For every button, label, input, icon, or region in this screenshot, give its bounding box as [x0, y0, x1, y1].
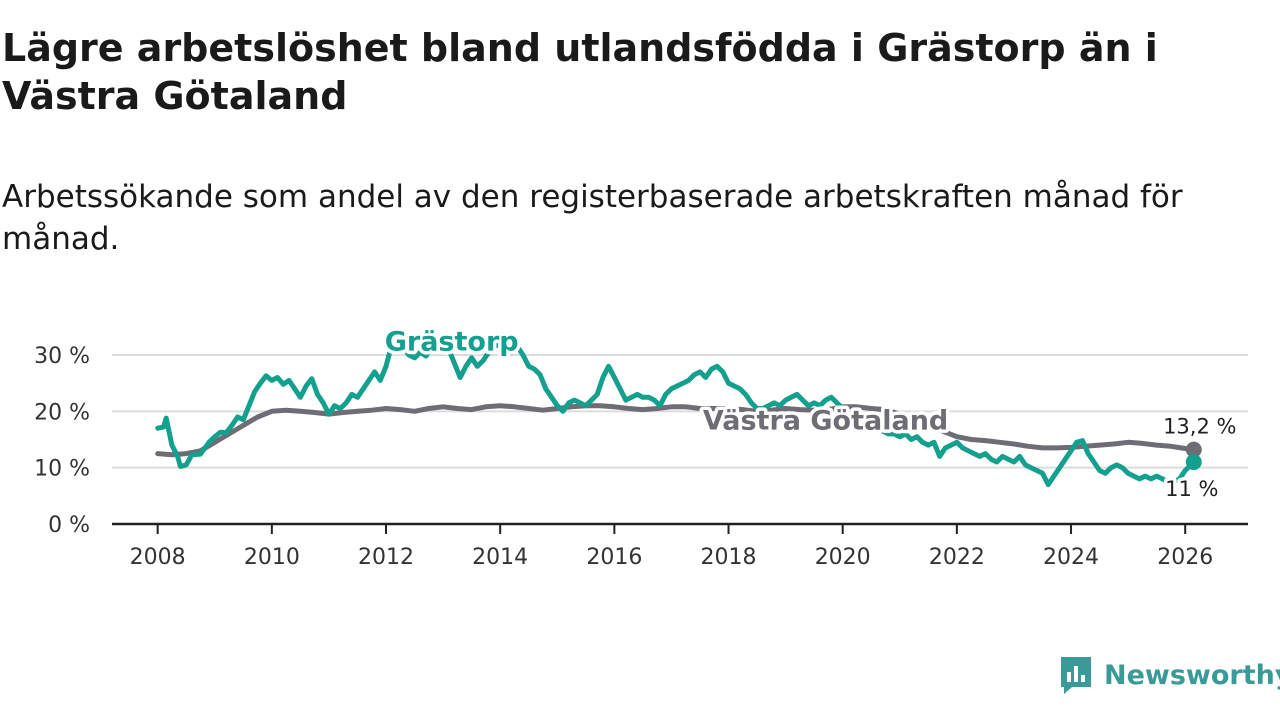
series-label-vastra-gotaland: Västra Götaland: [703, 405, 948, 436]
series-labels: Grästorp Västra Götaland 13,2 % 11 %: [381, 323, 1240, 505]
x-tick-label: 2010: [244, 545, 300, 570]
x-tick-label: 2024: [1043, 545, 1099, 570]
brand-name: Newsworthy: [1104, 659, 1280, 691]
x-tick-label: 2026: [1157, 545, 1213, 570]
x-tick-label: 2020: [815, 545, 871, 570]
y-tick-label: 30 %: [34, 344, 90, 369]
y-tick-label: 0 %: [48, 513, 90, 538]
x-tick-label: 2022: [929, 545, 985, 570]
y-tick-label: 20 %: [34, 400, 90, 425]
newsworthy-logo-icon: [1061, 657, 1091, 694]
chart-title: Lägre arbetslöshet bland utlandsfödda i …: [2, 26, 1158, 118]
series-line-grastorp: [155, 335, 1197, 488]
chart-subtitle: Arbetssökande som andel av den registerb…: [2, 179, 1183, 257]
x-tick-label: 2018: [701, 545, 757, 570]
y-axis-ticks: 0 % 10 % 20 % 30 %: [34, 344, 90, 538]
x-tick-label: 2008: [130, 545, 186, 570]
brand-logo: Newsworthy: [1058, 654, 1280, 696]
x-tick-label: 2014: [472, 545, 528, 570]
x-axis-ticks: 2008 2010 2012 2014 2016 2018 2020 2022 2024 2026: [130, 524, 1213, 570]
x-tick-label: 2016: [586, 545, 642, 570]
series-lines: [155, 335, 1202, 488]
y-tick-label: 10 %: [34, 457, 90, 482]
end-marker-vastra-gotaland: [1185, 441, 1202, 458]
series-label-grastorp: Grästorp: [385, 326, 519, 357]
end-marker-grastorp: [1185, 454, 1202, 471]
series-line-vastra-gotaland: [155, 403, 1197, 458]
end-label-vastra-gotaland: 13,2 %: [1163, 415, 1236, 439]
end-label-grastorp: 11 %: [1165, 477, 1218, 501]
x-tick-label: 2012: [358, 545, 414, 570]
